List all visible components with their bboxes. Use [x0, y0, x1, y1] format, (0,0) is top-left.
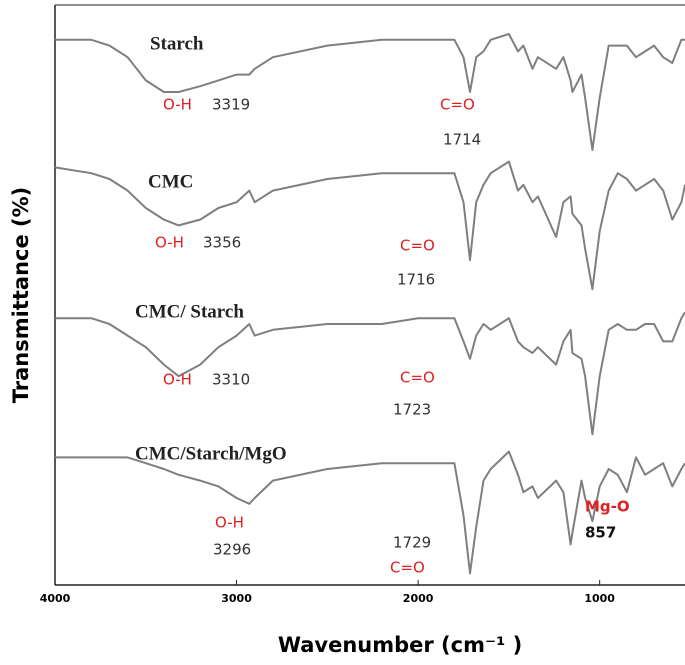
annotation: O-H — [163, 96, 192, 114]
annotation: 1714 — [443, 131, 481, 149]
series-label: CMC — [148, 171, 193, 192]
annotation: 1716 — [397, 271, 435, 289]
annotation: 1723 — [393, 401, 431, 419]
x-tick-label: 3000 — [221, 592, 252, 605]
annotation: Mg-O — [585, 498, 630, 516]
annotation: 3356 — [203, 234, 241, 252]
x-axis-label: Wavenumber (cm⁻¹ ) — [278, 633, 522, 657]
y-axis-label: Transmittance (%) — [9, 187, 33, 404]
spectrum-line — [55, 311, 685, 436]
annotation: 3310 — [212, 371, 250, 389]
annotation: O-H — [215, 514, 244, 532]
annotation: C=O — [390, 559, 425, 577]
x-tick-label: 4000 — [40, 592, 71, 605]
annotation: 857 — [585, 524, 616, 542]
annotation: C=O — [440, 96, 475, 114]
annotation: O-H — [155, 234, 184, 252]
series-label: Starch — [150, 33, 204, 54]
annotation: C=O — [400, 237, 435, 255]
series-label: CMC/Starch/MgO — [135, 443, 287, 464]
spectrum-line — [55, 450, 685, 575]
annotation: 3319 — [212, 96, 250, 114]
annotation: 1729 — [393, 534, 431, 552]
x-tick-label: 1000 — [584, 592, 615, 605]
x-tick-label: 2000 — [403, 592, 434, 605]
spectrum-line — [54, 160, 685, 291]
annotation: 3296 — [213, 541, 251, 559]
annotation: C=O — [400, 369, 435, 387]
annotation: O-H — [163, 371, 192, 389]
series-label: CMC/ Starch — [135, 301, 244, 322]
spectrum-line — [55, 33, 685, 151]
